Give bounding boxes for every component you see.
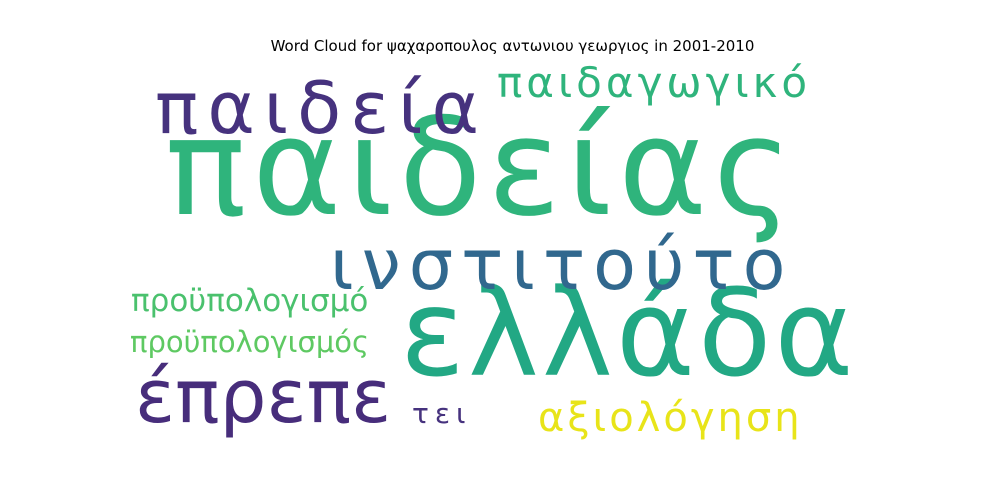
word-9: τει	[412, 397, 472, 430]
word-3: παιδεία	[155, 66, 488, 150]
word-2: ινστιτούτο	[330, 224, 794, 306]
word-7: προϋπολογισμός	[130, 325, 370, 359]
word-4: έπρεπε	[135, 354, 392, 440]
word-6: προϋπολογισμό	[131, 283, 369, 319]
word-cloud: παιδείας ελλάδα ινστιτούτο παιδεία έπρεπε παι…	[125, 60, 885, 450]
chart-title: Word Cloud for ψαχαροπουλος αντωνιου γεω…	[270, 37, 755, 55]
word-1: ελλάδα	[400, 265, 857, 404]
word-8: αξιολόγηση	[538, 395, 803, 441]
word-0: παιδείας	[165, 89, 799, 246]
word-5: παιδαγωγικό	[497, 58, 812, 107]
